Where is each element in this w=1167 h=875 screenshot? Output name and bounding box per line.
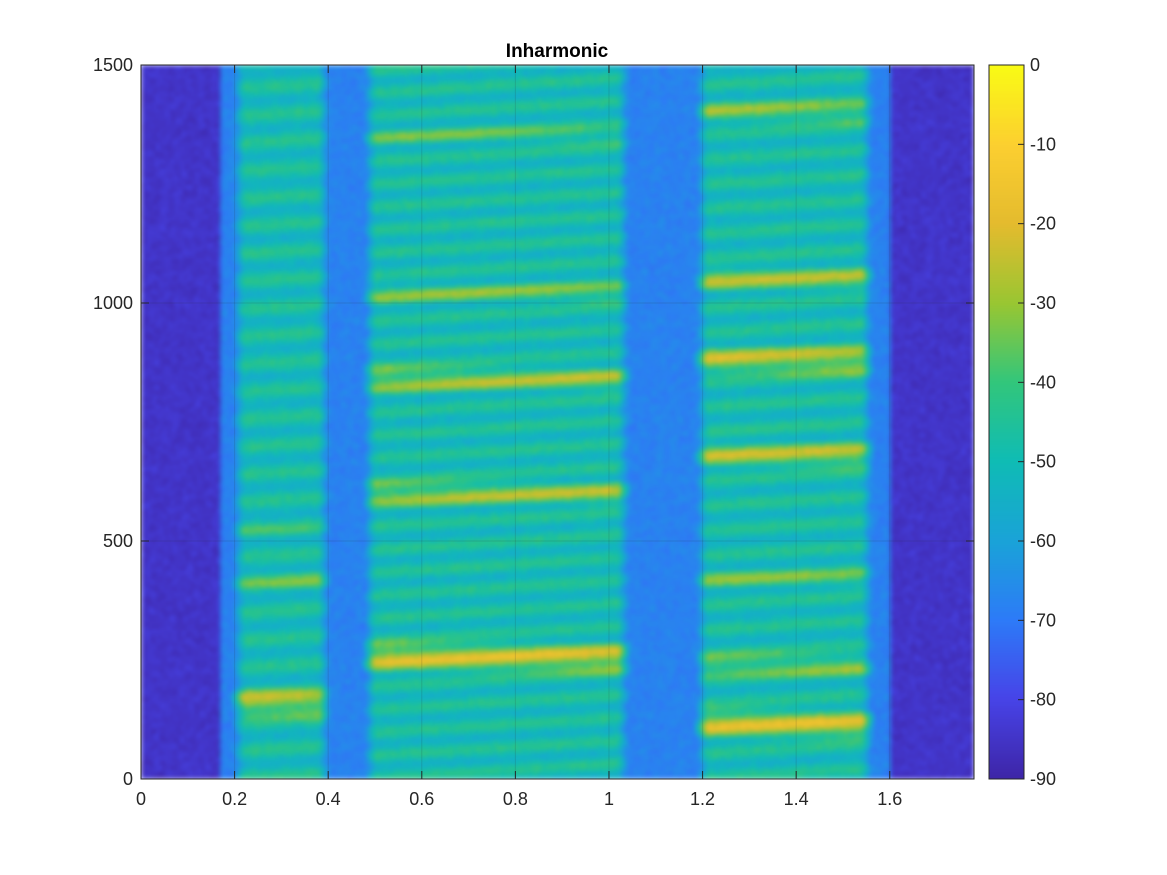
plot-area [140, 64, 975, 780]
x-tick-label: 1.6 [877, 789, 902, 809]
colorbar-tick-label: -80 [1030, 690, 1056, 710]
y-tick-label: 1000 [93, 293, 133, 313]
y-tick-label: 0 [123, 769, 133, 789]
colorbar-tick-label: -20 [1030, 214, 1056, 234]
colorbar-image [989, 65, 1024, 779]
colorbar-tick-label: -40 [1030, 372, 1056, 392]
colorbar-tick-label: -90 [1030, 769, 1056, 789]
x-axis: 0 0.2 0.4 0.6 0.8 1 1.2 1.4 1.6 [136, 65, 902, 809]
colorbar-frame [988, 64, 1025, 780]
colorbar-tick-label: -60 [1030, 531, 1056, 551]
plot-frame [140, 64, 975, 780]
chart-title: Inharmonic [506, 41, 609, 62]
x-tick-label: 0.4 [316, 789, 341, 809]
x-tick-label: 0.8 [503, 789, 528, 809]
grid-lines [141, 65, 974, 779]
colorbar-ticks: 0 -10 -20 -30 -40 -50 -60 -70 -80 -90 [1018, 55, 1056, 789]
spectrogram-image [141, 65, 974, 779]
colorbar-tick-label: -10 [1030, 134, 1056, 154]
y-tick-label: 1500 [93, 55, 133, 75]
y-tick-label: 500 [103, 531, 133, 551]
colorbar-tick-label: -50 [1030, 452, 1056, 472]
colorbar-tick-label: 0 [1030, 55, 1040, 75]
x-tick-label: 0.6 [409, 789, 434, 809]
x-tick-label: 1.4 [784, 789, 809, 809]
x-tick-label: 0 [136, 789, 146, 809]
y-axis: 0 500 1000 1500 [93, 55, 974, 789]
colorbar-tick-label: -30 [1030, 293, 1056, 313]
x-tick-label: 1 [604, 789, 614, 809]
colorbar-tick-label: -70 [1030, 610, 1056, 630]
colorbar: 0 -10 -20 -30 -40 -50 -60 -70 -80 -90 [988, 55, 1056, 789]
x-tick-label: 1.2 [690, 789, 715, 809]
x-tick-label: 0.2 [222, 789, 247, 809]
